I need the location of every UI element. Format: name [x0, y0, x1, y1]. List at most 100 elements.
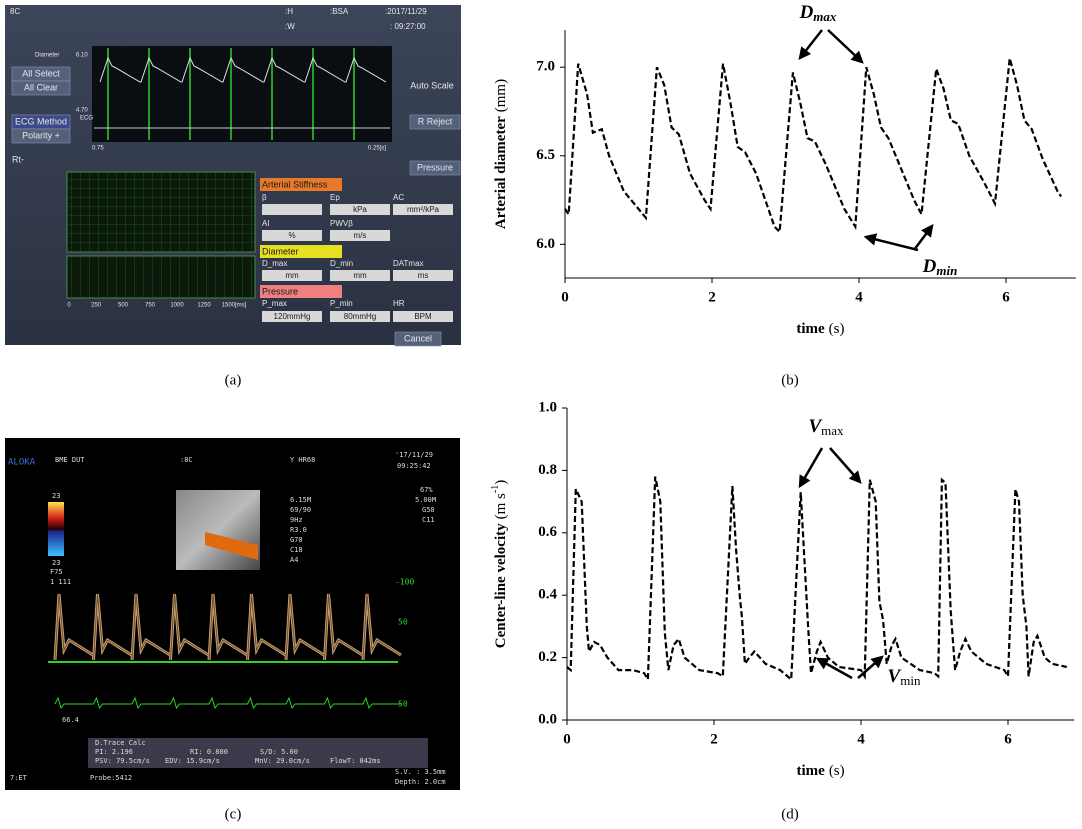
panel-c-label: C11 — [422, 516, 435, 524]
button[interactable] — [394, 331, 442, 347]
caption: (a) — [225, 372, 242, 388]
panel-a-label: 8C — [10, 7, 20, 16]
panel-c-label: 66.4 — [62, 716, 79, 724]
y-label-sup: -1 — [490, 485, 501, 493]
panel-a-label: :2017/11/29 — [385, 7, 427, 16]
y-tick-label: 0.4 — [538, 587, 557, 603]
panel-a-label: Cancel — [404, 333, 432, 343]
panel-a-label: 80mmHg — [344, 312, 376, 321]
flow-region — [205, 532, 258, 560]
panel-a-label: D_min — [330, 259, 353, 268]
x-tick-label: 6 — [1004, 731, 1012, 747]
wave-area — [92, 46, 392, 142]
panel-c-label: 23 — [52, 559, 60, 567]
y-tick-label: 0.0 — [538, 711, 557, 727]
field — [393, 270, 453, 281]
panel-a-label: Diameter — [35, 53, 59, 59]
panel-c-label: 1 111 — [50, 578, 71, 586]
panel-a-label: All Clear — [24, 82, 58, 92]
button[interactable] — [409, 160, 461, 176]
panel-c — [5, 438, 460, 790]
panel-c-label: MnV: 29.0cm/s — [255, 757, 310, 765]
section-header — [260, 285, 342, 298]
panel-a-label: :W — [285, 22, 295, 31]
field — [262, 270, 322, 281]
field — [393, 204, 453, 215]
panel-a-label: :H — [285, 7, 293, 16]
calc-box — [88, 738, 428, 768]
section-header — [260, 245, 342, 258]
ultrasound-image — [176, 490, 260, 570]
panel-c-label: 9Hz — [290, 516, 303, 524]
panel-c-label: Probe:5412 — [90, 774, 132, 782]
y-axis-label: Arterial diameter (mm) — [493, 79, 509, 229]
button[interactable] — [11, 80, 71, 96]
data-line — [564, 58, 1063, 235]
panel-c-label: Depth: 2.0cm — [395, 778, 446, 786]
x-label-text: time — [796, 763, 825, 779]
arrow — [913, 224, 934, 251]
panel-a-label: Pressure — [262, 286, 298, 296]
panel-a-label: AI — [262, 219, 270, 228]
caption: (d) — [781, 806, 799, 822]
annotation-sub: max — [813, 9, 837, 24]
panel-a-label: kPa — [353, 205, 367, 214]
panel-a-label: 250 — [91, 303, 102, 309]
panel-c-label: FlowT: 842ms — [330, 757, 381, 765]
arrow — [857, 655, 884, 679]
arrows — [798, 29, 934, 680]
x-tick-label: 6 — [1002, 289, 1010, 305]
panel-a-label: DATmax — [393, 259, 424, 268]
panel-c-label: D.Trace Calc — [95, 739, 146, 747]
panel-c-label: PSV: 79.5cm/s — [95, 757, 150, 765]
button[interactable] — [11, 128, 71, 144]
panel-c-label: '17/11/29 — [395, 451, 433, 459]
arrow — [798, 29, 823, 60]
wave-decoration — [94, 48, 390, 140]
y-label-unit: (m s — [493, 493, 509, 519]
field — [262, 311, 322, 322]
button[interactable] — [409, 114, 461, 130]
panel-a-label: BPM — [414, 312, 432, 321]
caption: (b) — [781, 372, 799, 388]
panel-c-label: 69/90 — [290, 506, 311, 514]
panel-a-label: All Select — [22, 68, 60, 78]
panel-c-label: S.V. : 3.5mm — [395, 768, 446, 776]
panel-c-label: EDV: 15.9cm/s — [165, 757, 220, 765]
annotation: Dmin — [922, 256, 958, 278]
x-label-unit: (s) — [829, 763, 845, 779]
grid-pattern — [67, 256, 255, 298]
field — [262, 230, 322, 241]
y-label-text: Center-line velocity — [493, 523, 509, 648]
panel-c-label: G50 — [422, 506, 435, 514]
panel-a — [5, 5, 461, 347]
panel-c-label: ALOKA — [8, 458, 36, 468]
panel-a-label: P_min — [330, 299, 353, 308]
field — [330, 204, 390, 215]
diameter-trace — [99, 56, 387, 83]
panel-a-label: mm — [285, 271, 299, 280]
color-bar — [48, 502, 64, 556]
panel-c-label: PI: 2.196 — [95, 748, 133, 756]
y-tick-label: 0.2 — [538, 649, 557, 665]
buttons — [11, 66, 461, 347]
panel-c-label: 50 — [398, 618, 408, 627]
caption: (c) — [225, 806, 242, 822]
x-tick-label: 2 — [710, 731, 718, 747]
y-tick-label: 6.5 — [536, 147, 555, 163]
y-label-unit: (mm) — [493, 79, 509, 112]
annotation-sub: max — [821, 423, 844, 438]
field — [330, 311, 390, 322]
field — [330, 270, 390, 281]
panel-a-label: HR — [393, 299, 405, 308]
x-tick-label: 4 — [857, 731, 865, 747]
panel-c-label: 09:25:42 — [397, 462, 431, 470]
panel-c-label: 50 — [398, 700, 408, 709]
panel-a-label: Diameter — [262, 246, 299, 256]
x-tick-label: 0 — [561, 289, 569, 305]
panel-c-label: G70 — [290, 536, 303, 544]
panel-a-label: 1500[ms] — [222, 303, 247, 309]
panel-a-label: 120mmHg — [274, 312, 311, 321]
